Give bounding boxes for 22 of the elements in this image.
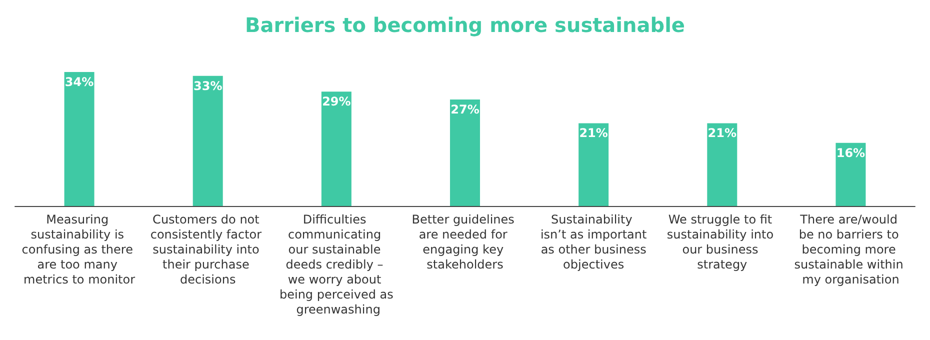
- data-label: 21%: [579, 126, 608, 140]
- bar: [578, 123, 609, 206]
- bar: [321, 92, 352, 206]
- data-label: 16%: [836, 146, 866, 160]
- bar: [64, 72, 94, 206]
- x-tick-label: Better guidelines are needed for engaging key stakeholders: [412, 212, 518, 272]
- x-tick-label: There are/would be no barriers to becoming more sustainable within my organisation: [794, 212, 908, 286]
- x-tick-label: Customers do not consistently factor sustainability into their purchase decisions: [150, 212, 266, 286]
- data-label: 27%: [450, 102, 480, 117]
- x-tick-label: Sustainability isn’t as important as other business objectives: [537, 212, 650, 272]
- data-label: 34%: [64, 74, 94, 89]
- bar: [192, 76, 223, 206]
- data-label: 21%: [708, 126, 737, 140]
- bar: [836, 142, 866, 206]
- x-tick-label: Measuring sustainability is confusing as there are too many metrics to monitor: [22, 212, 137, 286]
- data-label: 33%: [193, 78, 222, 93]
- bar: [707, 123, 738, 206]
- chart-title: Barriers to becoming more sustainable: [245, 13, 685, 37]
- bar: [450, 100, 480, 206]
- data-label: 29%: [322, 94, 351, 109]
- x-tick-label: Difficulties communicating our sustainable deeds credibly – we worry about being perceived as greenwashing: [279, 212, 394, 316]
- x-tick-label: We struggle to fit sustainability into our business strategy: [666, 212, 778, 272]
